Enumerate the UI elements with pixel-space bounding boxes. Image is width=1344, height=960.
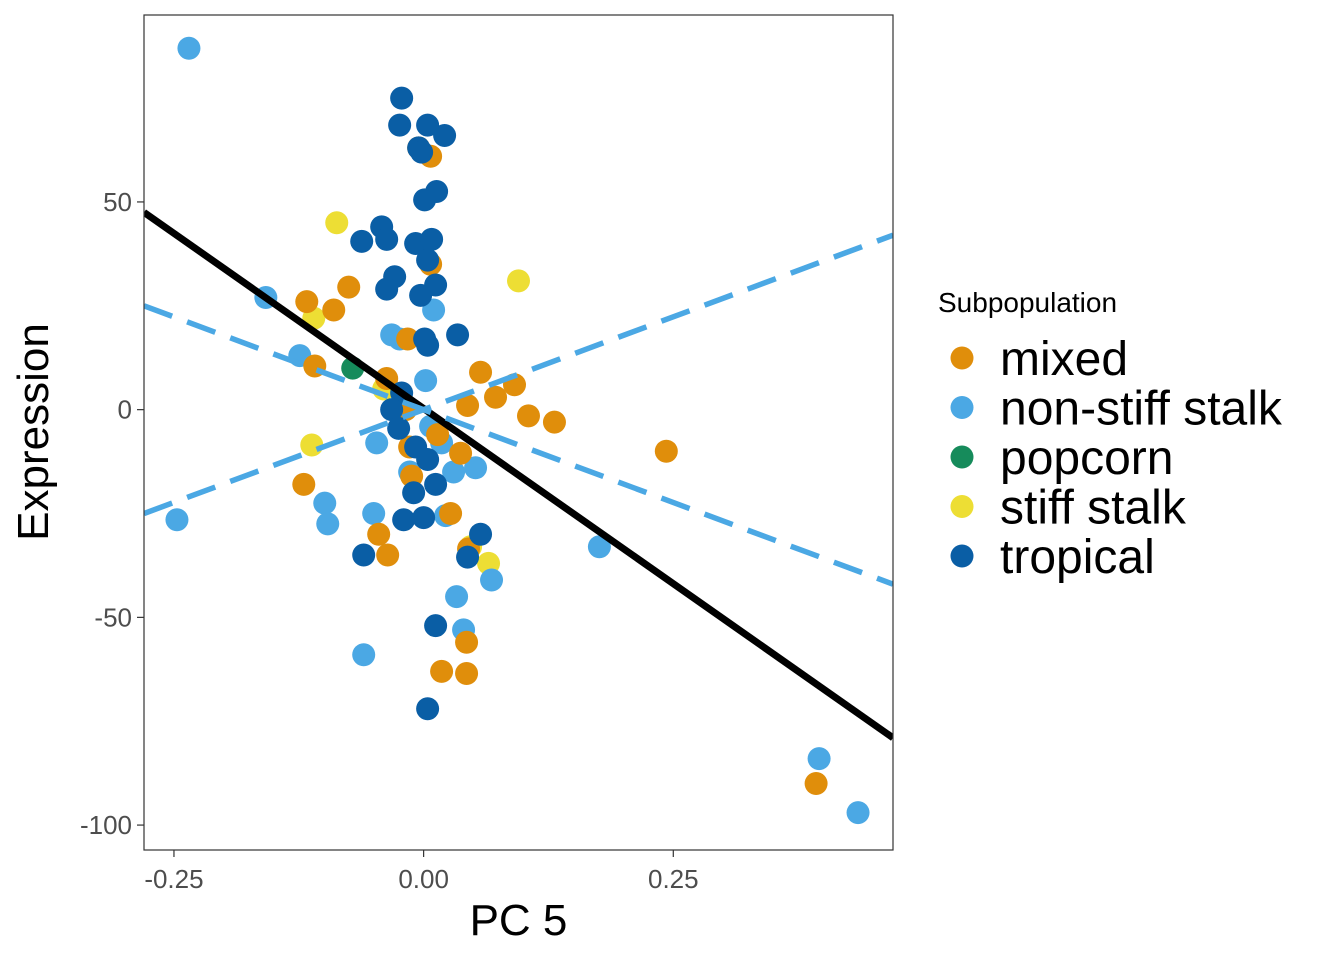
point-tropical [413,188,436,211]
y-tick-label: 0 [118,395,132,425]
point-mixed [543,411,566,434]
x-tick-label: -0.25 [144,864,203,894]
y-tick-label: 50 [103,187,132,217]
point-tropical [433,124,456,147]
point-mixed [484,386,507,409]
point-non-stiff-stalk [808,747,831,770]
point-tropical [416,697,439,720]
y-tick-label: -100 [80,810,132,840]
point-tropical [412,506,435,529]
point-tropical [392,508,415,531]
point-tropical [456,546,479,569]
point-non-stiff-stalk [480,568,503,591]
point-non-stiff-stalk [414,369,437,392]
point-non-stiff-stalk [313,492,336,515]
plot-panel-border [144,15,893,850]
point-tropical [416,249,439,272]
point-tropical [352,544,375,567]
point-tropical [416,334,439,357]
point-non-stiff-stalk [365,431,388,454]
y-axis: -100 -50 0 50 [80,187,144,840]
point-stiff-stalk [300,433,323,456]
x-axis: -0.25 0.00 0.25 [144,850,698,894]
y-tick-label: -50 [94,602,132,632]
legend-label-stiff-stalk: stiff stalk [1000,482,1187,535]
point-stiff-stalk [325,211,348,234]
legend-label-popcorn: popcorn [1000,432,1173,485]
point-tropical [402,481,425,504]
legend-title: Subpopulation [938,287,1117,318]
point-tropical [387,417,410,440]
point-mixed [292,473,315,496]
point-mixed [367,523,390,546]
point-tropical [424,614,447,637]
point-non-stiff-stalk [316,512,339,535]
point-tropical [375,228,398,251]
point-tropical [469,523,492,546]
point-tropical [424,473,447,496]
point-mixed [455,662,478,685]
point-mixed [449,442,472,465]
y-axis-title: Expression [9,323,58,541]
point-tropical [416,448,439,471]
point-tropical [409,284,432,307]
x-tick-label: 0.25 [648,864,699,894]
point-mixed [455,631,478,654]
point-mixed [322,298,345,321]
point-non-stiff-stalk [165,508,188,531]
point-mixed [376,544,399,567]
data-points [165,37,869,824]
point-mixed [439,502,462,525]
point-mixed [655,440,678,463]
point-tropical [390,87,413,110]
legend-key-mixed [951,347,974,370]
point-tropical [446,323,469,346]
point-mixed [805,772,828,795]
legend-key-popcorn [951,446,974,469]
point-non-stiff-stalk [177,37,200,60]
point-non-stiff-stalk [445,585,468,608]
point-mixed [469,361,492,384]
legend-key-stiff-stalk [951,495,974,518]
point-mixed [295,290,318,313]
point-mixed [337,276,360,299]
point-non-stiff-stalk [352,643,375,666]
point-tropical [375,278,398,301]
x-axis-title: PC 5 [470,896,568,945]
legend-label-tropical: tropical [1000,531,1155,584]
scatter-chart: -0.25 0.00 0.25 -100 -50 0 50 PC 5 Expression… [0,0,1344,960]
point-stiff-stalk [507,269,530,292]
legend-label-non-stiff-stalk: non-stiff stalk [1000,383,1283,436]
point-mixed [517,404,540,427]
point-tropical [350,230,373,253]
legend-label-mixed: mixed [1000,333,1128,386]
legend-key-tropical [951,545,974,568]
point-tropical [420,228,443,251]
point-non-stiff-stalk [362,502,385,525]
legend-key-non-stiff-stalk [951,396,974,419]
point-tropical [410,141,433,164]
point-mixed [430,660,453,683]
x-tick-label: 0.00 [398,864,449,894]
point-non-stiff-stalk [847,801,870,824]
dashed-fit-line [144,306,893,584]
point-tropical [388,114,411,137]
